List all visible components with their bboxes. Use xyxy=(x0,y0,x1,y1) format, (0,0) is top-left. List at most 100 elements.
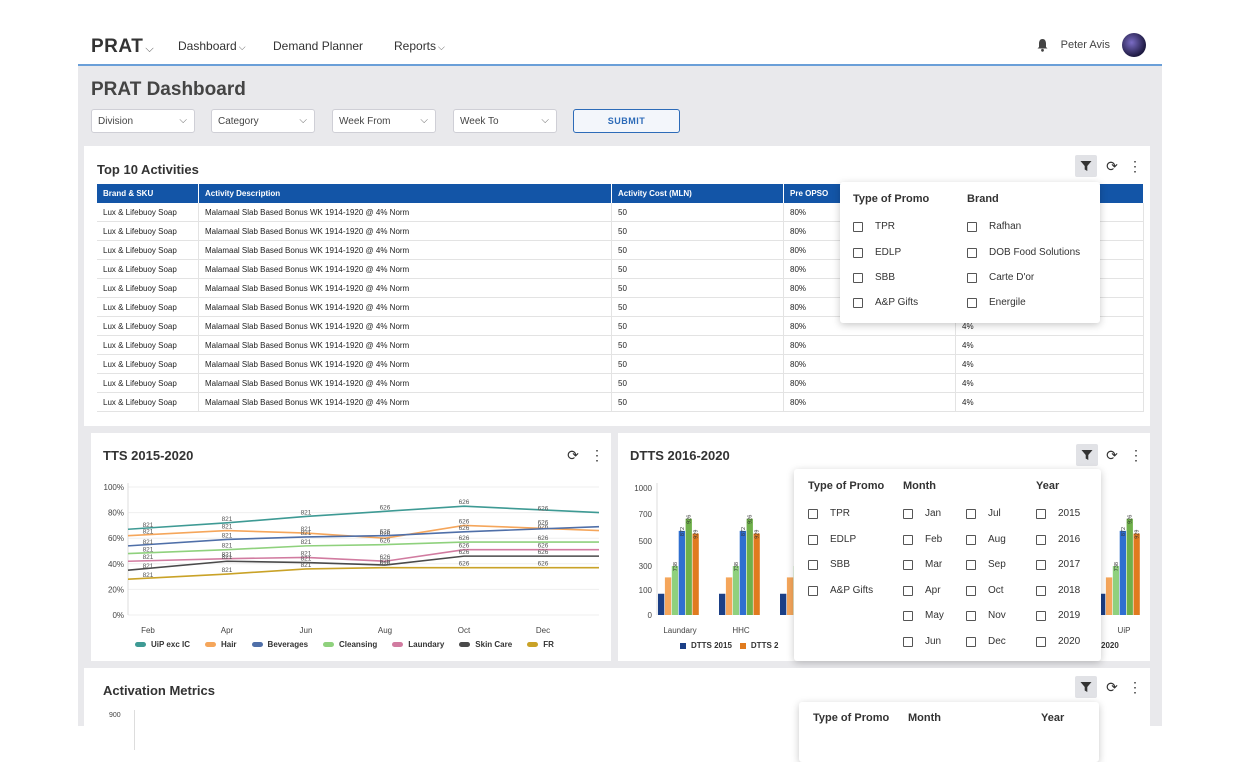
month-option[interactable]: Jul xyxy=(966,508,1001,519)
refresh-button[interactable]: ⟳ xyxy=(562,444,584,466)
legend-item[interactable]: Hair xyxy=(204,640,237,649)
checkbox[interactable] xyxy=(853,297,863,308)
checkbox[interactable] xyxy=(808,559,818,570)
user-name[interactable]: Peter Avis xyxy=(1060,39,1110,51)
checkbox[interactable] xyxy=(966,636,976,647)
checkbox[interactable] xyxy=(808,508,818,519)
promo-option-tpr[interactable]: TPR xyxy=(853,221,895,232)
more-button[interactable]: ⋮ xyxy=(1124,155,1146,177)
month-option[interactable]: Nov xyxy=(966,610,1006,621)
checkbox[interactable] xyxy=(966,585,976,596)
checkbox[interactable] xyxy=(967,272,977,283)
brand-option-dob[interactable]: DOB Food Solutions xyxy=(967,247,1080,258)
month-option[interactable]: Sep xyxy=(966,559,1006,570)
checkbox[interactable] xyxy=(1036,508,1046,519)
checkbox[interactable] xyxy=(903,508,913,519)
promo-option[interactable]: A&P Gifts xyxy=(808,585,873,596)
checkbox[interactable] xyxy=(967,247,977,258)
more-button[interactable]: ⋮ xyxy=(1125,444,1147,466)
category-select[interactable]: Category ⌵ xyxy=(211,109,315,133)
checkbox[interactable] xyxy=(903,534,913,545)
promo-option[interactable]: TPR xyxy=(808,508,850,519)
table-row[interactable]: Lux & Lifebuoy Soap Malamaal Slab Based B… xyxy=(97,335,1144,355)
avatar[interactable] xyxy=(1122,33,1146,57)
promo-option[interactable]: EDLP xyxy=(808,534,856,545)
checkbox[interactable] xyxy=(1036,534,1046,545)
legend-item[interactable]: Cleansing xyxy=(323,640,377,649)
checkbox[interactable] xyxy=(808,585,818,596)
promo-option-ap-gifts[interactable]: A&P Gifts xyxy=(853,297,918,308)
point-label: 821 xyxy=(222,543,233,550)
brand-option-energile[interactable]: Energile xyxy=(967,297,1026,308)
checkbox[interactable] xyxy=(853,272,863,283)
filter-button[interactable] xyxy=(1076,444,1098,466)
checkbox[interactable] xyxy=(1036,610,1046,621)
legend-item[interactable]: Skin Care xyxy=(459,640,512,649)
legend-item[interactable]: FR xyxy=(527,640,554,649)
month-option[interactable]: Aug xyxy=(966,534,1006,545)
legend-item[interactable]: UiP exc IC xyxy=(135,640,190,649)
month-option[interactable]: Jan xyxy=(903,508,941,519)
promo-option[interactable]: SBB xyxy=(808,559,850,570)
more-button[interactable]: ⋮ xyxy=(586,444,608,466)
checkbox[interactable] xyxy=(967,297,977,308)
refresh-button[interactable]: ⟳ xyxy=(1101,444,1123,466)
month-option[interactable]: Feb xyxy=(903,534,942,545)
table-row[interactable]: Lux & Lifebuoy Soap Malamaal Slab Based B… xyxy=(97,373,1144,393)
checkbox[interactable] xyxy=(966,508,976,519)
filter-button[interactable] xyxy=(1075,155,1097,177)
checkbox[interactable] xyxy=(903,585,913,596)
legend-item[interactable]: Laundary xyxy=(392,640,444,649)
year-option[interactable]: 2019 xyxy=(1036,610,1080,621)
week-from-select[interactable]: Week From ⌵ xyxy=(332,109,436,133)
more-button[interactable]: ⋮ xyxy=(1124,676,1146,698)
nav-demand-planner[interactable]: Demand Planner xyxy=(273,39,363,53)
month-option[interactable]: Apr xyxy=(903,585,941,596)
checkbox[interactable] xyxy=(853,247,863,258)
nav-reports[interactable]: Reports ⌵ xyxy=(394,39,445,53)
filter-button[interactable] xyxy=(1075,676,1097,698)
checkbox[interactable] xyxy=(1036,636,1046,647)
checkbox[interactable] xyxy=(1036,585,1046,596)
checkbox[interactable] xyxy=(808,534,818,545)
month-option[interactable]: Jun xyxy=(903,636,941,647)
month-option[interactable]: Mar xyxy=(903,559,942,570)
checkbox[interactable] xyxy=(966,559,976,570)
refresh-button[interactable]: ⟳ xyxy=(1101,676,1123,698)
checkbox[interactable] xyxy=(966,534,976,545)
year-option[interactable]: 2015 xyxy=(1036,508,1080,519)
nav-dashboard[interactable]: Dashboard ⌵ xyxy=(178,39,246,53)
legend-item[interactable]: Beverages xyxy=(251,640,308,649)
table-row[interactable]: Lux & Lifebuoy Soap Malamaal Slab Based B… xyxy=(97,392,1144,412)
year-option[interactable]: 2018 xyxy=(1036,585,1080,596)
checkbox[interactable] xyxy=(903,636,913,647)
month-option[interactable]: Oct xyxy=(966,585,1004,596)
brand-option-rafhan[interactable]: Rafhan xyxy=(967,221,1021,232)
checkbox[interactable] xyxy=(903,559,913,570)
year-option[interactable]: 2017 xyxy=(1036,559,1080,570)
table-row[interactable]: Lux & Lifebuoy Soap Malamaal Slab Based B… xyxy=(97,354,1144,374)
checkbox[interactable] xyxy=(1036,559,1046,570)
month-option[interactable]: May xyxy=(903,610,944,621)
column-header[interactable]: Brand & SKU xyxy=(97,184,199,203)
promo-option-edlp[interactable]: EDLP xyxy=(853,247,901,258)
submit-button[interactable]: SUBMIT xyxy=(573,109,680,133)
checkbox[interactable] xyxy=(853,221,863,232)
brand-menu[interactable]: PRAT ⌵ xyxy=(91,36,154,58)
column-header[interactable]: Activity Description xyxy=(198,184,612,203)
column-header[interactable]: Activity Cost (MLN) xyxy=(611,184,784,203)
checkbox[interactable] xyxy=(967,221,977,232)
month-option[interactable]: Dec xyxy=(966,636,1006,647)
week-to-select[interactable]: Week To ⌵ xyxy=(453,109,557,133)
year-option[interactable]: 2020 xyxy=(1036,636,1080,647)
promo-option-sbb[interactable]: SBB xyxy=(853,272,895,283)
checkbox[interactable] xyxy=(903,610,913,621)
legend-item[interactable]: DTTS 2 xyxy=(739,641,778,650)
brand-option-carte-dor[interactable]: Carte D'or xyxy=(967,272,1034,283)
legend-item[interactable]: DTTS 2015 xyxy=(680,641,732,650)
refresh-button[interactable]: ⟳ xyxy=(1101,155,1123,177)
checkbox[interactable] xyxy=(966,610,976,621)
year-option[interactable]: 2016 xyxy=(1036,534,1080,545)
division-select[interactable]: Division ⌵ xyxy=(91,109,195,133)
bell-icon[interactable] xyxy=(1036,38,1049,52)
